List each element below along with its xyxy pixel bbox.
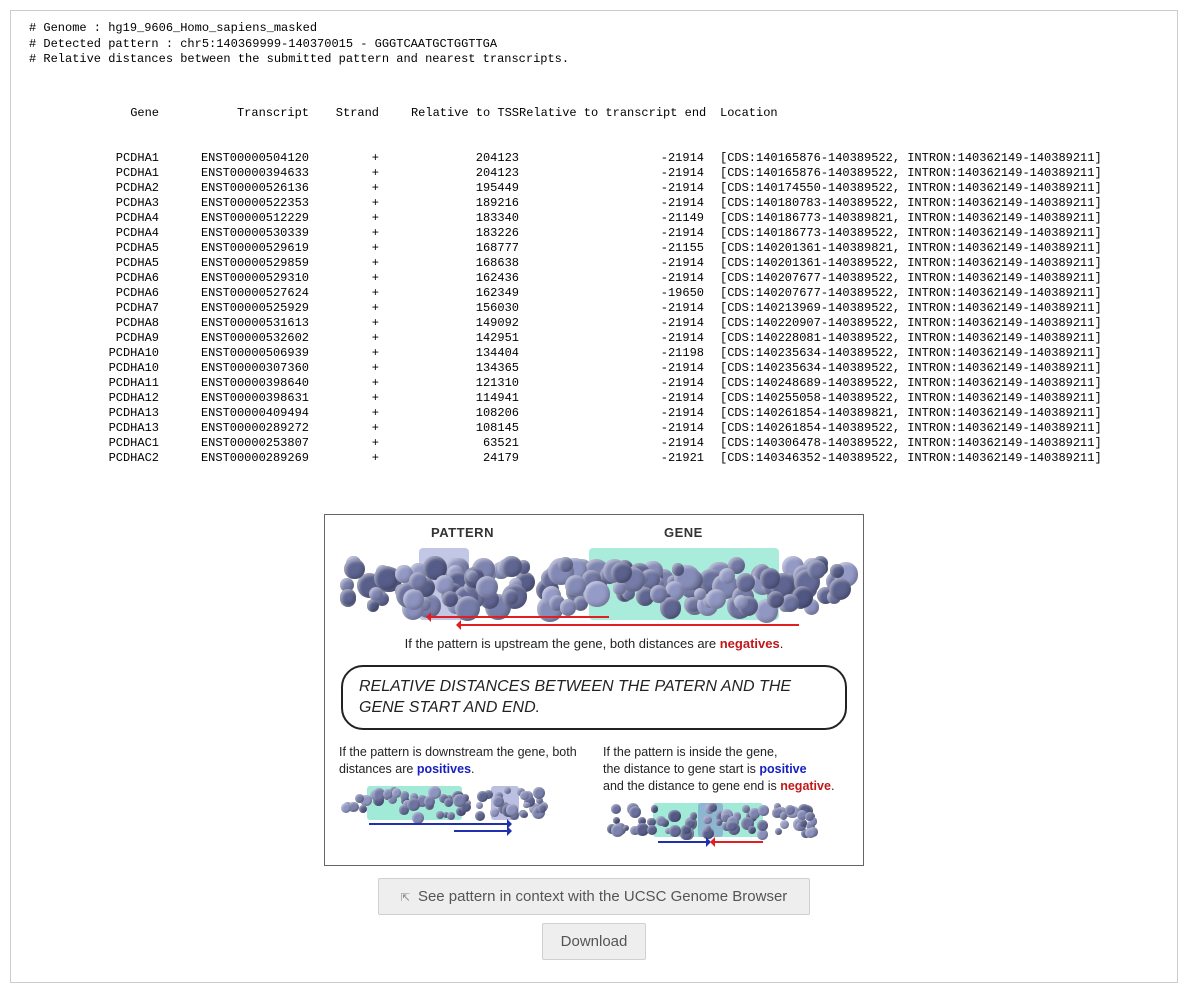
results-panel: # Genome : hg19_9606_Homo_sapiens_masked… <box>10 10 1178 983</box>
table-row: PCDHA11ENST00000398640+121310-21914[CDS:… <box>29 376 1159 391</box>
table-row: PCDHA8ENST00000531613+149092-21914[CDS:1… <box>29 316 1159 331</box>
inside-column: If the pattern is inside the gene, the d… <box>603 744 849 851</box>
table-row: PCDHAC1ENST00000253807+63521-21914[CDS:1… <box>29 436 1159 451</box>
arrow-red-long <box>459 624 799 626</box>
col-tss: Relative to TSS <box>379 106 519 121</box>
table-row: PCDHA2ENST00000526136+195449-21914[CDS:1… <box>29 181 1159 196</box>
arrow-blue-r <box>658 841 708 843</box>
table-row: PCDHA13ENST00000289272+108145-21914[CDS:… <box>29 421 1159 436</box>
caption-upstream: If the pattern is upstream the gene, bot… <box>339 636 849 651</box>
transcript-table: GeneTranscriptStrandRelative to TSSRelat… <box>29 76 1159 496</box>
col-location: Location <box>704 106 778 121</box>
chromosome-illustration <box>339 542 849 628</box>
diagram-top-labels: PATTERN GENE <box>339 525 849 540</box>
table-row: PCDHA13ENST00000409494+108206-21914[CDS:… <box>29 406 1159 421</box>
arrow-red-r <box>713 841 763 843</box>
pattern-label: PATTERN <box>431 525 494 540</box>
col-gene: Gene <box>29 106 159 121</box>
table-row: PCDHA1ENST00000504120+204123-21914[CDS:1… <box>29 151 1159 166</box>
header-comments: # Genome : hg19_9606_Homo_sapiens_masked… <box>29 21 1159 68</box>
header-line-1: # Genome : hg19_9606_Homo_sapiens_masked <box>29 21 1159 37</box>
table-row: PCDHA3ENST00000522353+189216-21914[CDS:1… <box>29 196 1159 211</box>
external-link-icon: ⇱ <box>401 892 410 904</box>
table-row: PCDHA9ENST00000532602+142951-21914[CDS:1… <box>29 331 1159 346</box>
table-row: PCDHA10ENST00000506939+134404-21198[CDS:… <box>29 346 1159 361</box>
table-row: PCDHA6ENST00000529310+162436-21914[CDS:1… <box>29 271 1159 286</box>
diagram-box: PATTERN GENE If the pattern is upstream … <box>324 514 864 866</box>
main-caption-box: RELATIVE DISTANCES BETWEEN THE PATERN AN… <box>341 665 847 731</box>
table-row: PCDHA10ENST00000307360+134365-21914[CDS:… <box>29 361 1159 376</box>
downstream-column: If the pattern is downstream the gene, b… <box>339 744 585 851</box>
table-row: PCDHA4ENST00000530339+183226-21914[CDS:1… <box>29 226 1159 241</box>
mini-chromo-left <box>339 786 585 820</box>
table-row: PCDHA4ENST00000512229+183340-21149[CDS:1… <box>29 211 1159 226</box>
mini-chromo-right <box>603 803 849 837</box>
header-line-3: # Relative distances between the submitt… <box>29 52 1159 68</box>
table-row: PCDHAC2ENST00000289269+24179-21921[CDS:1… <box>29 451 1159 466</box>
arrow-red-short <box>429 616 609 618</box>
gene-label: GENE <box>664 525 703 540</box>
ucsc-button[interactable]: ⇱See pattern in context with the UCSC Ge… <box>378 878 811 915</box>
negatives-word: negatives <box>720 636 780 651</box>
table-row: PCDHA12ENST00000398631+114941-21914[CDS:… <box>29 391 1159 406</box>
diagram-section: PATTERN GENE If the pattern is upstream … <box>29 514 1159 964</box>
downstream-text: If the pattern is downstream the gene, b… <box>339 744 585 778</box>
arrow-blue-2 <box>454 830 509 832</box>
table-row: PCDHA6ENST00000527624+162349-19650[CDS:1… <box>29 286 1159 301</box>
buttons-row: ⇱See pattern in context with the UCSC Ge… <box>29 874 1159 964</box>
table-row: PCDHA5ENST00000529859+168638-21914[CDS:1… <box>29 256 1159 271</box>
col-strand: Strand <box>309 106 379 121</box>
download-button[interactable]: Download <box>542 923 647 960</box>
header-line-2: # Detected pattern : chr5:140369999-1403… <box>29 37 1159 53</box>
table-row: PCDHA5ENST00000529619+168777-21155[CDS:1… <box>29 241 1159 256</box>
col-end: Relative to transcript end <box>519 106 704 121</box>
table-row: PCDHA1ENST00000394633+204123-21914[CDS:1… <box>29 166 1159 181</box>
col-transcript: Transcript <box>159 106 309 121</box>
bottom-columns: If the pattern is downstream the gene, b… <box>339 744 849 851</box>
table-header-row: GeneTranscriptStrandRelative to TSSRelat… <box>29 106 1159 121</box>
table-row: PCDHA7ENST00000525929+156030-21914[CDS:1… <box>29 301 1159 316</box>
inside-text: If the pattern is inside the gene, the d… <box>603 744 849 795</box>
arrow-blue-1 <box>369 823 509 825</box>
